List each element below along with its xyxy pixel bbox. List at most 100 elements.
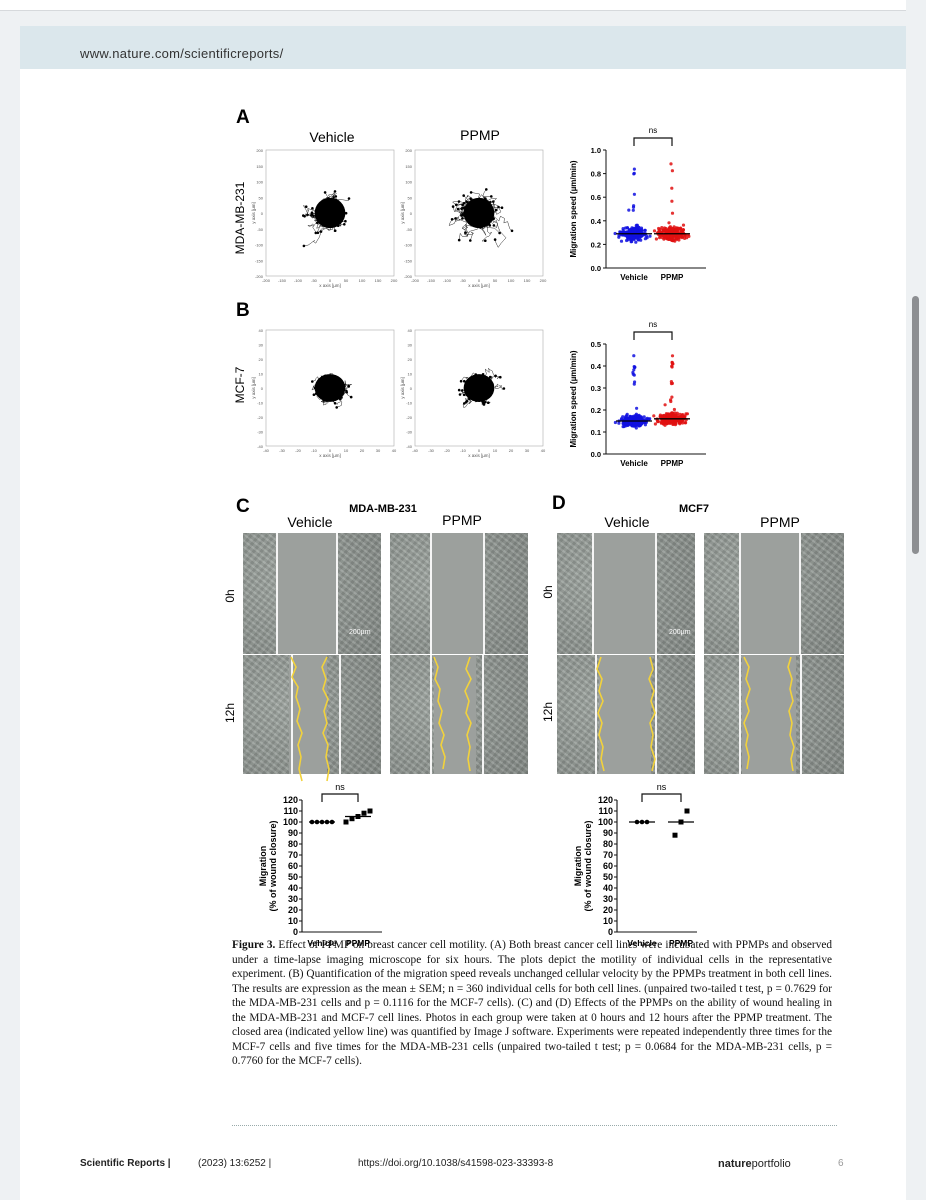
track-endpoint [311,380,314,383]
y-tick-label: 0.1 [591,428,601,437]
track-xtick: -20 [295,448,302,453]
track-ytick: -200 [404,274,413,279]
track-endpoint [333,229,337,232]
a-col-ppmp: PPMP [460,127,500,143]
y-tick-label: 30 [603,894,613,904]
track-ytick: -150 [404,258,413,263]
track-endpoint [464,231,467,234]
y-tick-label: 10 [288,916,298,926]
x-tick-label: Vehicle [627,938,657,948]
track-ytick: 150 [405,164,412,169]
y-tick-label: 100 [283,817,298,827]
x-tick-label: PPMP [346,938,370,948]
point-ppmp [672,832,678,838]
track-endpoint [345,389,348,393]
track-ytick: 20 [408,357,413,362]
header-url[interactable]: www.nature.com/scientificreports/ [80,46,284,61]
y-tick-label: 70 [603,850,613,860]
track-endpoint [316,231,320,235]
footer-brand: natureportfolio [718,1158,791,1170]
track-frame [265,149,395,277]
c-col-vehicle: Vehicle [287,514,332,530]
panel-letter-a: A [236,107,250,128]
track-xtick: -30 [279,448,286,453]
track-xlabel: x axis [µm] [468,453,490,458]
point-ppmp [361,810,367,816]
y-tick-label: 50 [288,872,298,882]
a-row-label: MDA-MB-231 [233,181,247,254]
y-tick-label: 10 [603,916,613,926]
ns-label: ns [649,126,657,135]
track-ytick: 150 [256,164,263,169]
d-col-vehicle: Vehicle [604,514,649,530]
figure-caption: Figure 3. Effect of PPMP on breast cance… [232,938,832,1069]
track-xtick: 20 [360,448,365,453]
y-tick-label: 20 [603,905,613,915]
track-endpoint [485,188,488,191]
track-xlabel: x axis [µm] [319,283,341,288]
track-endpoint [502,387,506,390]
track-endpoint [492,224,496,227]
figure-3: A Vehicle PPMP MDA-MB-231 B MCF-7 200-20… [223,107,800,948]
track-xtick: 0 [478,448,481,453]
track-xtick: 150 [524,278,531,283]
y-axis-label-2: (% of wound closure) [583,820,593,911]
footer-doi[interactable]: https://doi.org/10.1038/s41598-023-33393… [358,1158,554,1169]
track-xtick: 50 [344,278,349,283]
y-tick-label: 20 [288,905,298,915]
y-axis-label: Migration speed (µm/min) [569,350,578,447]
y-tick-label: 0.0 [591,450,601,459]
scrollbar-thumb[interactable] [912,296,919,554]
track-endpoint [347,385,351,388]
points-ppmp [652,162,691,243]
track-xtick: 100 [508,278,515,283]
track-endpoint [499,375,502,379]
track-xtick: 100 [359,278,366,283]
track-xtick: -100 [443,278,452,283]
track-xtick: -10 [460,448,467,453]
track-xtick: 30 [376,448,381,453]
footer-brand-text: portfolio [751,1158,791,1170]
points-ppmp [652,354,690,427]
track-ytick: 0 [261,211,264,216]
y-tick-label: 0.6 [591,193,601,202]
track-endpoint [493,238,497,241]
track-endpoint [323,191,327,194]
y-tick-label: 1.0 [591,146,601,155]
track-ytick: -50 [257,227,264,232]
y-tick-label: 40 [603,883,613,893]
footer-brand-bold: nature [718,1158,752,1170]
footer-page: 6 [838,1158,844,1169]
track-ytick: 40 [259,328,264,333]
point-ppmp [349,816,355,822]
track-endpoint [460,207,464,211]
track-endpoint [469,191,473,194]
track-frame [414,149,544,277]
track-endpoint [311,207,314,210]
track-ytick: -10 [257,401,264,406]
track-endpoint [461,389,464,392]
track-ytick: -30 [257,430,264,435]
track-ylabel: y axis [µm] [400,377,405,399]
d-title: MCF7 [679,503,709,515]
point-ppmp [367,808,373,814]
y-tick-label: 0.5 [591,340,601,349]
c-row-12h: 12h [223,703,237,723]
caption-text: Effect of PPMP on breast cancer cell mot… [232,939,833,1067]
track-xtick: -150 [427,278,436,283]
track-endpoint [490,195,493,198]
x-tick-label: PPMP [669,938,693,948]
photo-c-ppmp-0h [390,533,528,654]
chart-b-speed: 0.0 0.1 0.2 0.3 0.4 0.5 Migration speed (µm/mi… [569,320,706,468]
track-xtick: -200 [411,278,420,283]
track-ytick: -200 [255,274,264,279]
track-core [314,374,346,402]
y-tick-label: 120 [598,795,613,805]
track-endpoint [344,219,347,223]
y-tick-label: 70 [288,850,298,860]
y-tick-label: 0.2 [591,406,601,415]
footer-journal: Scientific Reports | [80,1158,171,1169]
track-ylabel: y axis [µm] [251,202,256,224]
track-endpoint [319,230,323,233]
